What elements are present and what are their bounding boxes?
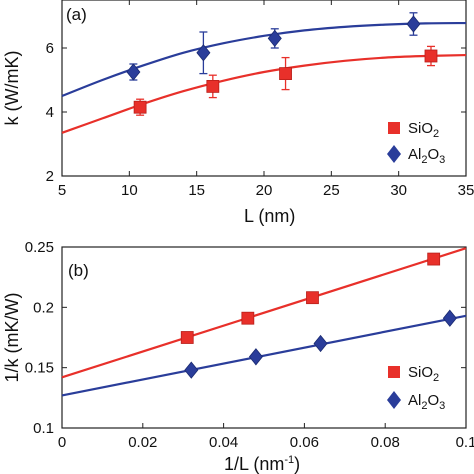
- y-tick-label: 0.2: [33, 299, 54, 316]
- x-tick-label: 0.1: [456, 434, 474, 451]
- data-point-al2o3: [442, 309, 457, 327]
- legend-label-main: Al: [408, 146, 421, 163]
- x-tick-label: 0.08: [371, 434, 400, 451]
- fit-line-al2o3: [61, 21, 467, 98]
- panel-a-frame: [61, 0, 467, 177]
- legend-label-sub: 2: [421, 154, 427, 166]
- data-point-al2o3: [406, 15, 421, 33]
- legend-label-sio2: SiO2: [408, 364, 439, 384]
- panel-b-label: (b): [68, 261, 89, 280]
- legend-marker-al2o3: [387, 391, 401, 409]
- legend-label-mid: O: [427, 146, 439, 163]
- data-point-sio2: [279, 67, 292, 80]
- x-tick-label: 0: [58, 434, 66, 451]
- x-tick-label: 25: [323, 182, 340, 199]
- panel-b-frame: [61, 246, 467, 429]
- data-point-sio2: [241, 311, 255, 325]
- fit-line-sio2: [61, 247, 467, 379]
- y-tick-label: 0.25: [25, 239, 54, 256]
- x-tick-label: 0.04: [209, 434, 238, 451]
- legend-label-al2o3: Al2O3: [408, 146, 445, 166]
- y-tick-label: 6: [46, 40, 54, 57]
- x-tick-label: 0.02: [128, 434, 157, 451]
- legend-label-mid: O: [427, 392, 439, 409]
- data-point-sio2: [427, 252, 441, 266]
- legend-marker-al2o3: [387, 145, 401, 163]
- panel-a-x-axis-label: L (nm): [244, 206, 295, 226]
- panel-b-x-axis-label-end: ): [294, 454, 300, 474]
- legend-label-sub: 2: [433, 372, 439, 384]
- fit-line-sio2: [61, 53, 467, 134]
- data-point-al2o3: [196, 44, 211, 62]
- legend-label-main: SiO: [408, 120, 433, 137]
- data-point-al2o3: [267, 29, 282, 48]
- panel-a-y-axis-label: k (W/mK): [2, 51, 22, 126]
- legend-label-sub: 2: [421, 400, 427, 412]
- y-tick-label: 2: [46, 168, 54, 185]
- panel-b-ticks: 0 0.02 0.04 0.06 0.08 0.1 0.1 0.15 0.2 0.25: [25, 239, 474, 451]
- y-tick-label: 0.1: [33, 420, 54, 437]
- x-tick-label: 35: [458, 182, 474, 199]
- x-tick-label: 20: [256, 182, 273, 199]
- panel-b-x-axis-label-main: 1/L (nm: [224, 454, 284, 474]
- panel-b: 0 0.02 0.04 0.06 0.08 0.1 0.1 0.15 0.2 0.25 (b) 1…: [2, 239, 474, 474]
- data-point-sio2: [180, 331, 194, 344]
- panel-b-x-axis-label-sup: -1: [284, 454, 294, 466]
- data-point-al2o3: [313, 334, 328, 353]
- panel-b-x-axis-label: 1/L (nm-1): [224, 454, 300, 474]
- x-tick-label: 15: [188, 182, 205, 199]
- legend-label-main: Al: [408, 392, 421, 409]
- x-tick-label: 30: [390, 182, 407, 199]
- data-point-al2o3: [248, 348, 263, 366]
- y-tick-label: 0.15: [25, 360, 54, 377]
- panel-a-ticks: 5 10 15 20 25 30 35 2 4 6: [46, 0, 474, 199]
- legend-label-main: SiO: [408, 364, 433, 381]
- x-tick-label: 0.06: [290, 434, 319, 451]
- legend-label-sub2: 3: [439, 154, 445, 166]
- legend-label-sub2: 3: [439, 400, 445, 412]
- panel-a-label: (a): [66, 5, 87, 24]
- fit-line-al2o3: [61, 314, 467, 397]
- panel-b-marks: [180, 252, 457, 379]
- data-point-sio2: [306, 291, 319, 305]
- x-tick-label: 5: [58, 182, 66, 199]
- data-point-al2o3: [184, 361, 199, 379]
- panel-b-fits: [61, 247, 467, 397]
- legend-label-sub: 2: [433, 128, 439, 140]
- data-point-al2o3: [126, 63, 141, 81]
- panel-a-fits: [61, 21, 467, 134]
- legend-marker-sio2: [388, 122, 400, 134]
- panel-b-y-axis-label: 1/k (mK/W): [2, 293, 22, 383]
- panel-a: 5 10 15 20 25 30 35 2 4 6 (a) L (nm) k (W/mK) SiO…: [2, 0, 474, 226]
- legend-marker-sio2: [388, 366, 400, 378]
- legend-label-al2o3: Al2O3: [408, 392, 445, 412]
- x-tick-label: 10: [121, 182, 138, 199]
- panel-a-marks: [126, 12, 438, 116]
- y-tick-label: 4: [46, 104, 54, 121]
- data-point-sio2: [206, 80, 220, 93]
- data-point-sio2: [424, 49, 438, 63]
- legend-label-sio2: SiO2: [408, 120, 439, 140]
- data-point-sio2: [133, 100, 147, 114]
